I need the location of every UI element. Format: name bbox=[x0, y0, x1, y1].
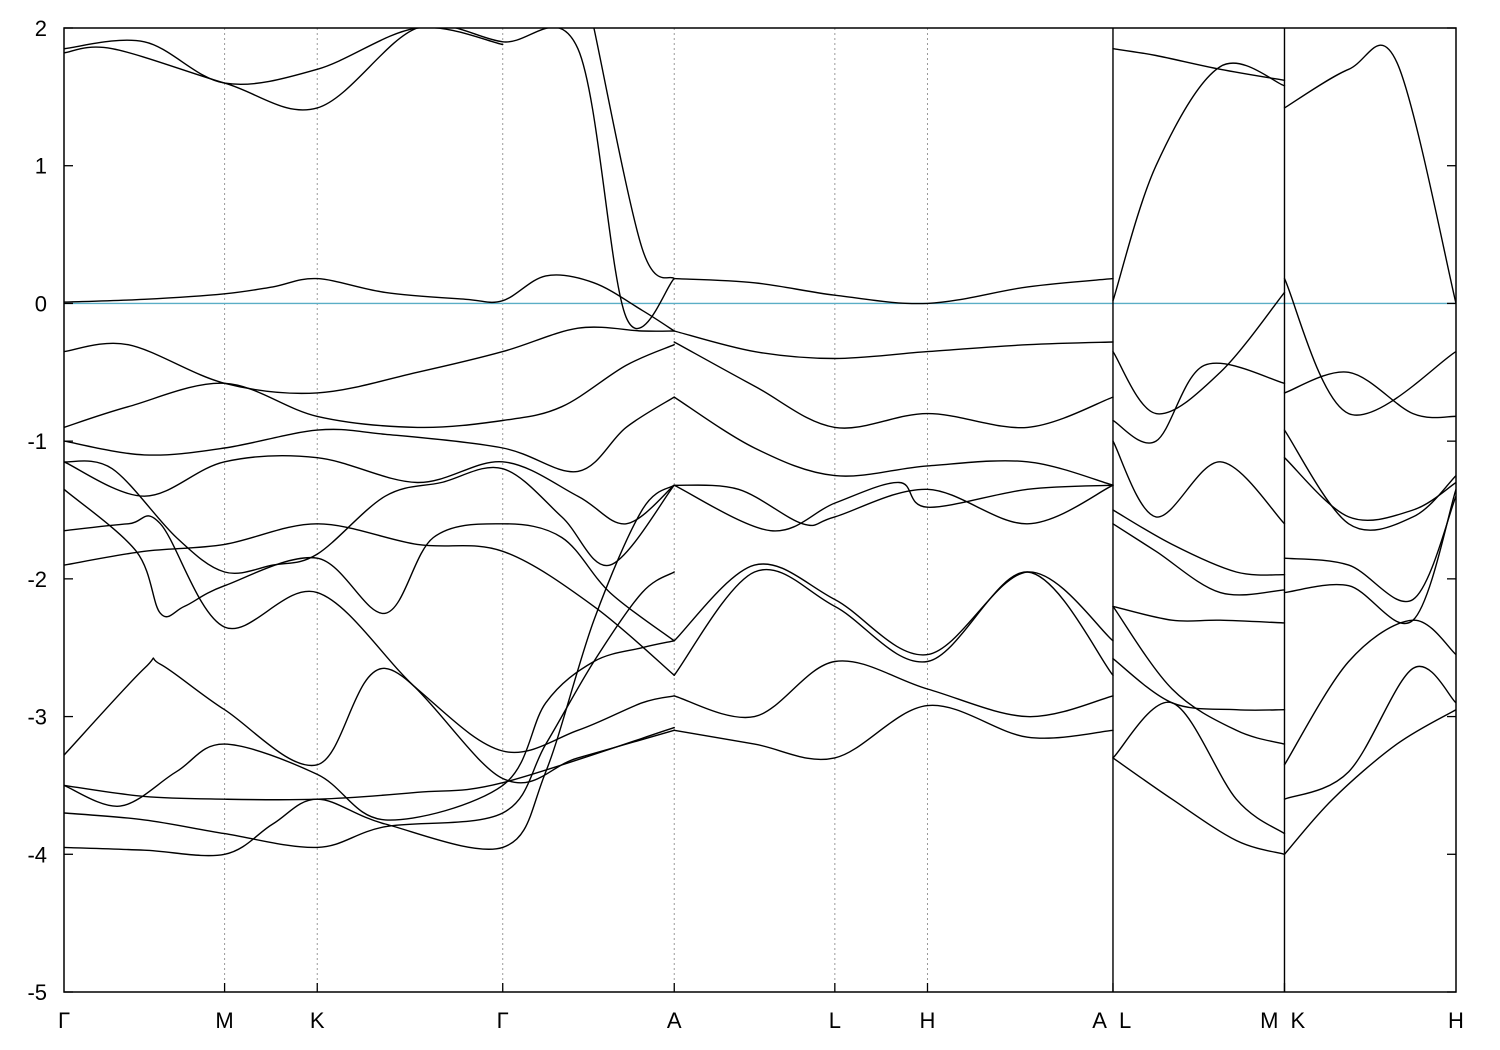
band-line bbox=[64, 726, 675, 801]
band-line bbox=[1112, 62, 1286, 302]
band-line bbox=[64, 455, 675, 525]
band-line bbox=[64, 515, 675, 754]
band-line bbox=[673, 396, 1114, 486]
band-line bbox=[64, 460, 675, 574]
band-line bbox=[64, 640, 675, 821]
x-tick-label: A bbox=[1092, 1008, 1107, 1033]
x-tick-label: K bbox=[1290, 1008, 1305, 1033]
band-line bbox=[64, 344, 675, 429]
band-line bbox=[673, 660, 1114, 719]
band-line bbox=[64, 523, 675, 676]
band-line bbox=[1112, 605, 1286, 624]
band-line bbox=[1283, 665, 1456, 800]
band-line bbox=[673, 277, 1114, 305]
x-tick-label: K bbox=[310, 1008, 325, 1033]
y-tick-label: -3 bbox=[27, 705, 47, 730]
x-tick-label: H bbox=[1448, 1008, 1464, 1033]
band-line bbox=[64, 28, 504, 86]
y-tick-label: 2 bbox=[35, 16, 47, 41]
band-line bbox=[64, 326, 675, 395]
band-line bbox=[1112, 605, 1286, 745]
path-break-lines bbox=[1112, 28, 1286, 992]
y-tick-label: -5 bbox=[27, 980, 47, 1005]
band-line bbox=[1112, 658, 1286, 711]
band-line bbox=[64, 488, 675, 642]
x-tick-label: Γ bbox=[497, 1008, 509, 1033]
band-line bbox=[1283, 277, 1456, 416]
band-line bbox=[64, 657, 675, 784]
band-line bbox=[1112, 757, 1286, 855]
x-tick-label: M bbox=[1260, 1008, 1278, 1033]
band-line bbox=[1283, 457, 1456, 521]
band-line bbox=[1112, 701, 1286, 835]
band-line bbox=[64, 396, 675, 473]
band-line bbox=[1283, 495, 1456, 603]
x-tick-label: A bbox=[667, 1008, 682, 1033]
plot-frame bbox=[63, 27, 1457, 993]
kpoint-gridlines bbox=[224, 28, 1285, 992]
band-line bbox=[1112, 48, 1286, 81]
band-line bbox=[673, 563, 1114, 656]
band-line bbox=[673, 330, 1114, 360]
band-line bbox=[1112, 509, 1286, 576]
band-line bbox=[1112, 362, 1286, 444]
y-tick-label: -1 bbox=[27, 429, 47, 454]
x-tick-label: L bbox=[1119, 1008, 1131, 1033]
band-line bbox=[673, 341, 1114, 429]
band-lines bbox=[64, 28, 1456, 857]
band-line bbox=[1283, 488, 1456, 624]
band-line bbox=[1283, 709, 1456, 855]
band-line bbox=[673, 568, 1114, 676]
y-tick-label: 0 bbox=[35, 291, 47, 316]
x-tick-label: L bbox=[829, 1008, 841, 1033]
band-line bbox=[1112, 291, 1286, 415]
y-tick-label: -4 bbox=[27, 842, 47, 867]
band-line bbox=[1283, 429, 1456, 531]
band-line bbox=[1283, 44, 1456, 305]
x-tick-label: H bbox=[920, 1008, 936, 1033]
band-line bbox=[64, 484, 675, 857]
band-line bbox=[1283, 619, 1456, 766]
band-line bbox=[64, 274, 675, 332]
band-line bbox=[1283, 371, 1456, 419]
x-tick-label: Γ bbox=[58, 1008, 70, 1033]
band-line bbox=[64, 28, 675, 329]
y-tick-label: -2 bbox=[27, 567, 47, 592]
band-line bbox=[673, 484, 1114, 527]
band-line bbox=[593, 28, 675, 280]
y-tick-label: 1 bbox=[35, 154, 47, 179]
y-axis: 2 1 0 -1 -2 -3 -4 -5 bbox=[27, 16, 1456, 1005]
band-line bbox=[1112, 440, 1286, 525]
band-line bbox=[1112, 523, 1286, 596]
x-tick-label: M bbox=[215, 1008, 233, 1033]
band-line bbox=[64, 571, 675, 849]
band-line bbox=[673, 481, 1114, 532]
band-line bbox=[673, 704, 1114, 761]
